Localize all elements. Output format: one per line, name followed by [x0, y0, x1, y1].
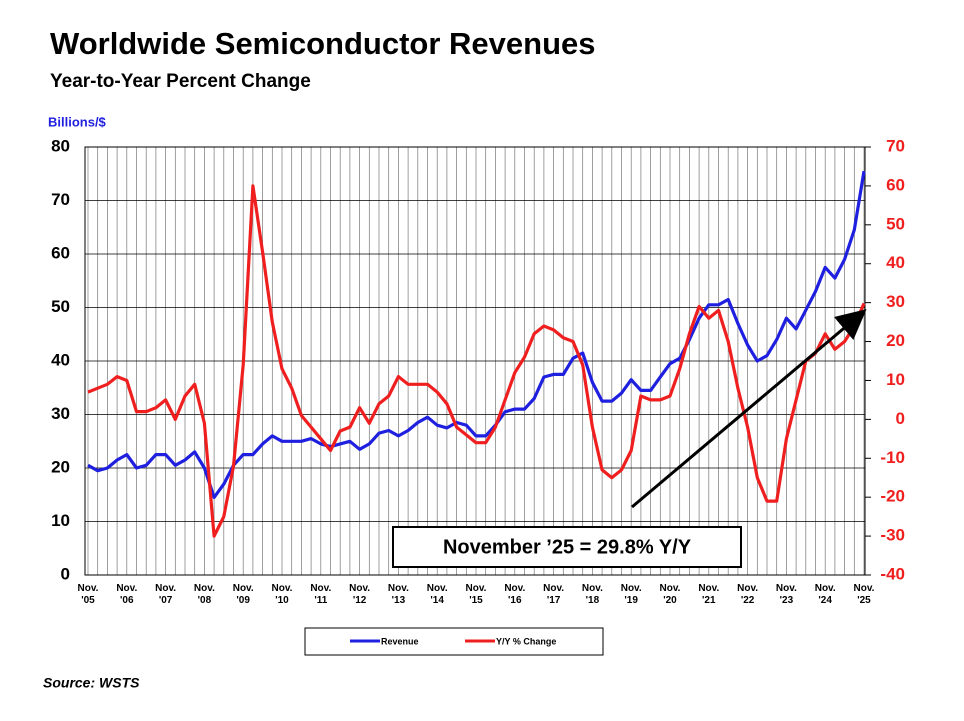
legend-label: Revenue — [381, 636, 419, 646]
legend-label: Y/Y % Change — [496, 636, 556, 646]
y2-tick-label: 0 — [896, 409, 905, 428]
x-tick-label: Nov. '16 — [504, 583, 526, 606]
source: Source: WSTS — [43, 675, 140, 691]
x-tick-label: Nov. '15 — [465, 583, 487, 606]
x-tick-label: Nov. '06 — [116, 583, 138, 606]
x-tick-label: Nov. '07 — [155, 583, 177, 606]
x-tick-label: Nov. '24 — [814, 583, 836, 606]
y-tick-label: 20 — [51, 457, 70, 476]
x-tick-label: Nov. '11 — [310, 583, 332, 606]
y-tick-label: 70 — [51, 190, 70, 209]
legend — [304, 627, 604, 656]
y2-tick-label: 40 — [886, 253, 905, 272]
x-tick-label: Nov. '23 — [775, 583, 797, 606]
y2-tick-label: 10 — [886, 370, 905, 389]
x-tick-label: Nov. '20 — [659, 583, 681, 606]
y-tick-label: 50 — [51, 297, 70, 316]
y-tick-label: 10 — [51, 511, 70, 530]
annotation-box — [392, 526, 742, 568]
y2-tick-label: 60 — [886, 175, 905, 194]
y2-tick-label: -20 — [880, 487, 905, 506]
plot-area: 0 10 20 30 40 50 60 70 80 -40 -30 -20 -10 0 10 20 30 40 50… — [51, 136, 905, 583]
x-tick-label: Nov. '12 — [349, 583, 371, 606]
chart-title: Worldwide Semiconductor Revenues — [50, 26, 595, 61]
y-tick-label: 0 — [61, 564, 70, 583]
y2-tick-label: 30 — [886, 292, 905, 311]
x-tick-label: Nov. '21 — [698, 583, 720, 606]
x-tick-label: Nov. '08 — [193, 583, 215, 606]
chart-subtitle: Year-to-Year Percent Change — [50, 71, 311, 92]
y2-tick-label: -40 — [880, 564, 905, 583]
trend-arrow — [631, 309, 867, 509]
y2-tick-label: 50 — [886, 214, 905, 233]
y2-tick-label: -10 — [880, 448, 905, 467]
legend-items: Revenue Y/Y % Change — [350, 636, 556, 646]
series-line — [87, 184, 866, 538]
x-tick-label: Nov. '25 — [853, 583, 875, 606]
x-tick-label: Nov. '17 — [543, 583, 565, 606]
x-tick-label: Nov. '19 — [620, 583, 642, 606]
y-tick-label: 60 — [51, 243, 70, 262]
x-tick-label: Nov. '14 — [426, 583, 448, 606]
y-tick-label: 30 — [51, 404, 70, 423]
x-tick-label: Nov. '09 — [232, 583, 254, 606]
y2-tick-label: -30 — [880, 526, 905, 545]
annotation: November ’25 = 29.8% Y/Y — [443, 536, 692, 558]
x-tick-label: Nov. '10 — [271, 583, 293, 606]
x-tick-label: Nov. '13 — [387, 583, 409, 606]
x-tick-label: Nov. '22 — [737, 583, 759, 606]
x-tick-label: Nov. '05 — [77, 583, 99, 606]
y-axis-label: Billions/$ — [48, 114, 107, 129]
y-tick-label: 40 — [51, 350, 70, 369]
y2-tick-label: 20 — [886, 331, 905, 350]
x-tick-label: Nov. '18 — [581, 583, 603, 606]
series-line — [87, 170, 866, 499]
y-tick-label: 80 — [51, 136, 70, 155]
y2-tick-label: 70 — [886, 136, 905, 155]
